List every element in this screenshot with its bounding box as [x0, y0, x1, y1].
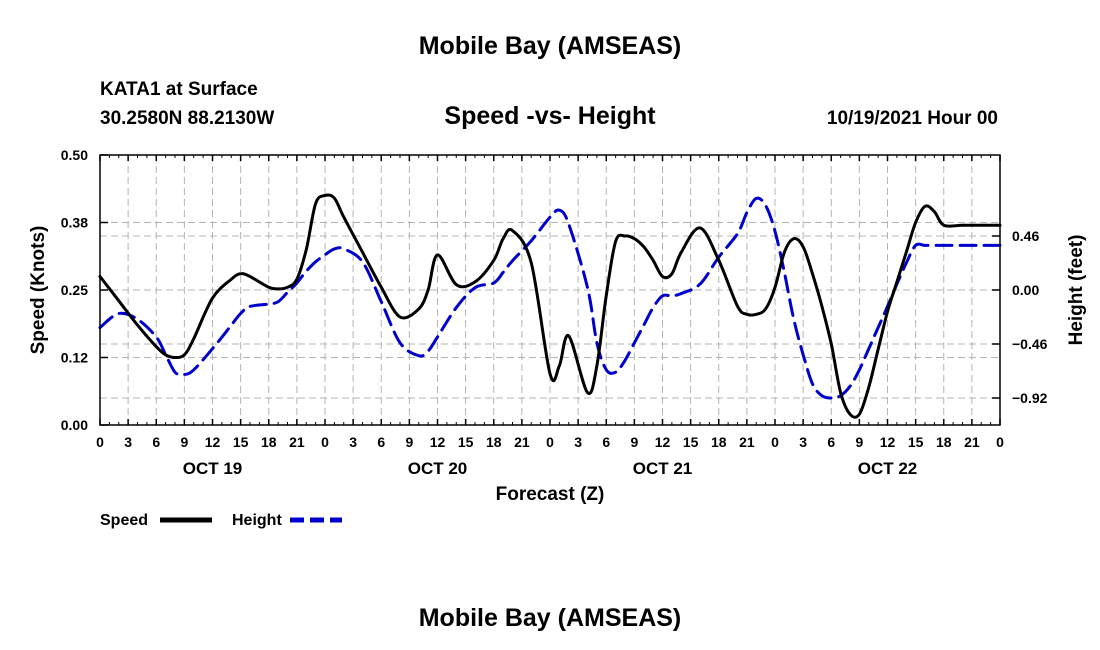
x-tick-label: 12: [205, 434, 221, 450]
day-label: OCT 22: [858, 459, 918, 478]
x-tick-label: 21: [289, 434, 305, 450]
x-tick-label: 9: [630, 434, 638, 450]
day-label: OCT 20: [408, 459, 468, 478]
day-label: OCT 19: [183, 459, 243, 478]
x-tick-label: 3: [799, 434, 807, 450]
x-tick-label: 12: [430, 434, 446, 450]
x-tick-label: 12: [880, 434, 896, 450]
x-tick-label: 0: [321, 434, 329, 450]
x-tick-label: 15: [683, 434, 699, 450]
x-tick-label: 6: [377, 434, 385, 450]
forecast-datetime: 10/19/2021 Hour 00: [827, 108, 998, 129]
x-tick-label: 0: [996, 434, 1004, 450]
page-title: Mobile Bay (AMSEAS): [419, 32, 682, 60]
y-left-tick-label: 0.25: [61, 282, 88, 298]
x-tick-label: 9: [855, 434, 863, 450]
x-tick-label: 18: [936, 434, 952, 450]
x-tick-label: 6: [152, 434, 160, 450]
x-tick-label: 9: [405, 434, 413, 450]
y-left-tick-label: 0.12: [61, 350, 88, 366]
x-tick-label: 6: [602, 434, 610, 450]
x-tick-label: 12: [655, 434, 671, 450]
axes: 0 3 6 9 12 15 18 21 0 3 6 9 12 15 18 21 0 3 6 9 12 15 18 21 0 3 6 9…: [61, 147, 1048, 478]
series-line-height: [98, 196, 1002, 400]
legend-height-label: Height: [232, 512, 282, 529]
y-right-tick-label: 0.00: [1012, 282, 1039, 298]
x-tick-label: 3: [349, 434, 357, 450]
y-axis-right-label: Height (feet): [1066, 235, 1087, 346]
x-tick-label: 15: [458, 434, 474, 450]
x-tick-label: 21: [739, 434, 755, 450]
y-left-tick-label: 0.38: [61, 215, 88, 231]
x-tick-label: 0: [546, 434, 554, 450]
series-line-speed: [98, 193, 1002, 419]
x-tick-label: 18: [711, 434, 727, 450]
x-tick-label: 9: [180, 434, 188, 450]
x-tick-label: 18: [486, 434, 502, 450]
x-tick-label: 0: [96, 434, 104, 450]
x-tick-label: 15: [233, 434, 249, 450]
y-right-tick-label: −0.92: [1012, 390, 1048, 406]
chart-title: Speed -vs- Height: [444, 102, 656, 130]
station-label: KATA1 at Surface: [100, 79, 258, 100]
x-tick-label: 21: [964, 434, 980, 450]
x-axis-label: Forecast (Z): [496, 484, 605, 505]
x-tick-label: 3: [574, 434, 582, 450]
x-tick-label: 15: [908, 434, 924, 450]
legend: Speed Height: [100, 512, 342, 529]
series-layer: [98, 193, 1002, 419]
x-tick-label: 0: [771, 434, 779, 450]
station-coords: 30.2580N 88.2130W: [100, 108, 274, 129]
x-tick-label: 21: [514, 434, 530, 450]
x-tick-label: 3: [124, 434, 132, 450]
y-right-tick-label: −0.46: [1012, 336, 1048, 352]
y-axis-left-label: Speed (Knots): [28, 226, 49, 355]
legend-speed-label: Speed: [100, 512, 148, 529]
y-right-tick-label: 0.46: [1012, 228, 1039, 244]
grid: [100, 155, 1000, 425]
x-tick-label: 6: [827, 434, 835, 450]
footer-title: Mobile Bay (AMSEAS): [419, 604, 682, 632]
day-label: OCT 21: [633, 459, 693, 478]
y-left-tick-label: 0.50: [61, 147, 88, 163]
y-left-tick-label: 0.00: [61, 417, 88, 433]
x-tick-label: 18: [261, 434, 277, 450]
